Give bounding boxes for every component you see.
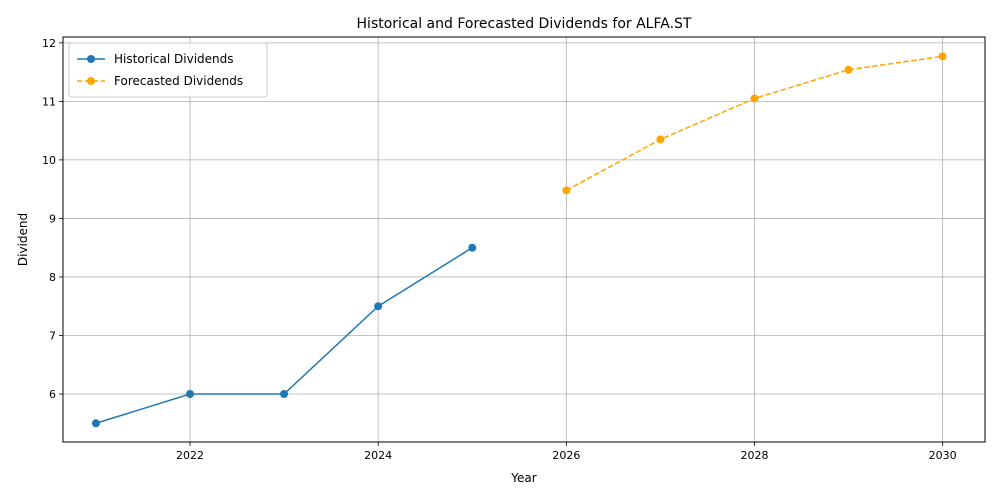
- y-tick-label: 8: [49, 271, 56, 284]
- legend-box: [68, 42, 268, 98]
- grid-lines: [63, 37, 985, 442]
- x-tick-label: 2030: [929, 449, 957, 462]
- plot-frame: [62, 36, 986, 443]
- legend-label-1: Forecasted Dividends: [114, 74, 243, 88]
- chart-title: Historical and Forecasted Dividends for …: [357, 16, 692, 32]
- data-point-1-3: [844, 65, 853, 74]
- data-point-0-4: [468, 243, 477, 252]
- y-tick-label: 9: [49, 212, 56, 225]
- x-tick-label: 2028: [741, 449, 769, 462]
- data-point-1-0: [562, 186, 571, 195]
- legend-marker-1: [87, 77, 95, 85]
- series-layer: [91, 52, 947, 428]
- x-tick-label: 2024: [364, 449, 392, 462]
- y-axis-label: Dividend: [16, 213, 30, 266]
- x-tick-label: 2022: [176, 449, 204, 462]
- x-tick-label: 2026: [552, 449, 580, 462]
- axis-ticks: 2022 2024 2026 2028 2030 6 7 8 9 10 11 12: [42, 37, 957, 462]
- data-point-1-4: [938, 52, 947, 61]
- legend-label-0: Historical Dividends: [114, 52, 234, 66]
- y-tick-label: 10: [42, 154, 56, 167]
- y-tick-label: 12: [42, 37, 56, 50]
- y-tick-label: 6: [49, 388, 56, 401]
- data-point-0-3: [374, 302, 383, 311]
- legend-entries: Historical Dividends Forecasted Dividends: [77, 52, 243, 88]
- data-point-0-2: [280, 390, 289, 399]
- data-point-1-2: [750, 94, 759, 103]
- data-point-0-0: [91, 419, 100, 428]
- y-tick-label: 11: [42, 95, 56, 108]
- legend-marker-0: [87, 55, 95, 63]
- data-point-0-1: [186, 390, 195, 399]
- x-axis-label: Year: [510, 471, 536, 485]
- y-tick-label: 7: [49, 329, 56, 342]
- data-point-1-1: [656, 135, 665, 144]
- chart-legend: Historical Dividends Forecasted Dividends: [68, 42, 268, 98]
